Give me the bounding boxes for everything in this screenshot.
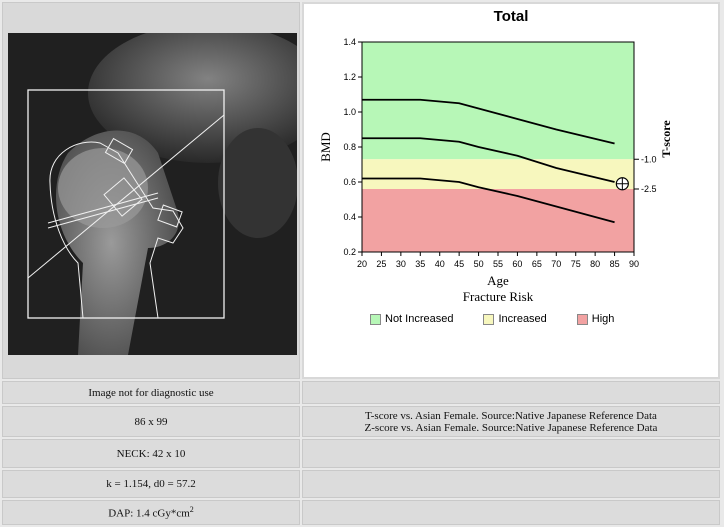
reference-curve-3 — [362, 177, 615, 224]
x-tick-label: 30 — [396, 259, 406, 269]
t-score-tick-label: -2.5 — [641, 184, 657, 194]
y-tick-label: 0.4 — [343, 212, 356, 222]
bmd-chart-panel: Total 0.2 0.4 0.6 0.8 1.0 1.2 1.4 20 25 30 35 40 45 5… — [302, 2, 720, 379]
calibration-values: k = 1.154, d0 = 57.2 — [106, 478, 196, 490]
blank-row-1 — [302, 381, 720, 404]
y-tick-label: 0.2 — [343, 247, 356, 257]
x-tick-label: 45 — [454, 259, 464, 269]
t-score-reference: T-score vs. Asian Female. Source:Native … — [365, 409, 657, 422]
fracture-risk-label: Fracture Risk — [463, 289, 534, 304]
y-tick-label: 1.2 — [343, 72, 356, 82]
legend-swatch-increased — [483, 313, 495, 325]
blank-row-4 — [302, 500, 720, 525]
reference-curve-2 — [362, 137, 615, 183]
neck-dimensions: NECK: 42 x 10 — [116, 447, 186, 460]
x-tick-label: 25 — [376, 259, 386, 269]
image-size: 86 x 99 — [134, 415, 168, 428]
legend-label: Not Increased — [385, 313, 454, 325]
y-tick-label: 1.0 — [343, 107, 356, 117]
x-tick-label: 60 — [512, 259, 522, 269]
x-tick-label: 70 — [551, 259, 561, 269]
dxa-hip-scan-image — [8, 33, 297, 355]
neck-row: NECK: 42 x 10 — [2, 439, 300, 468]
legend-swatch-not-increased — [370, 313, 381, 325]
x-axis-label: Age — [487, 273, 509, 288]
image-caption-row: Image not for diagnostic use — [2, 381, 300, 404]
legend-not-increased: Not Increased — [370, 313, 453, 325]
y-tick-label: 1.4 — [343, 37, 356, 47]
y-tick-label: 0.8 — [343, 142, 356, 152]
x-tick-label: 55 — [493, 259, 503, 269]
legend-increased: Increased — [483, 313, 547, 325]
bmd-chart: 0.2 0.4 0.6 0.8 1.0 1.2 1.4 20 25 30 35 40 45 50 55 60 6… — [318, 37, 673, 304]
x-tick-label: 80 — [590, 259, 600, 269]
t-score-tick-label: -1.0 — [641, 154, 657, 164]
dap-row: DAP: 1.4 cGy*cm2 — [2, 500, 300, 525]
x-tick-label: 40 — [435, 259, 445, 269]
chart-title: Total — [493, 8, 529, 25]
legend-label: High — [591, 313, 615, 325]
x-tick-label: 20 — [357, 259, 367, 269]
blank-row-2 — [302, 439, 720, 468]
image-caption: Image not for diagnostic use — [88, 386, 214, 399]
legend-label: Increased — [498, 313, 547, 325]
x-tick-label: 35 — [415, 259, 425, 269]
zone-increased — [362, 159, 634, 189]
reference-data-row: T-score vs. Asian Female. Source:Native … — [302, 406, 720, 437]
x-tick-label: 85 — [610, 259, 620, 269]
blank-row-3 — [302, 470, 720, 498]
y-axis-label: BMD — [318, 132, 333, 162]
x-tick-label: 75 — [571, 259, 581, 269]
legend-high: High — [576, 313, 615, 325]
x-tick-label: 65 — [532, 259, 542, 269]
reference-curve-1 — [362, 98, 615, 145]
dap-value: DAP: 1.4 cGy*cm2 — [108, 505, 194, 520]
x-tick-label: 50 — [474, 259, 484, 269]
t-score-axis-label: T-score — [659, 120, 673, 158]
zone-high — [362, 189, 634, 252]
x-tick-label: 90 — [629, 259, 639, 269]
scan-image-panel — [2, 2, 300, 379]
y-tick-label: 0.6 — [343, 177, 356, 187]
legend-swatch-high — [576, 313, 588, 325]
z-score-reference: Z-score vs. Asian Female. Source:Native … — [364, 421, 658, 434]
calibration-row: k = 1.154, d0 = 57.2 — [2, 470, 300, 498]
fracture-risk-legend: Not Increased Increased High — [370, 313, 614, 325]
image-size-row: 86 x 99 — [2, 406, 300, 437]
